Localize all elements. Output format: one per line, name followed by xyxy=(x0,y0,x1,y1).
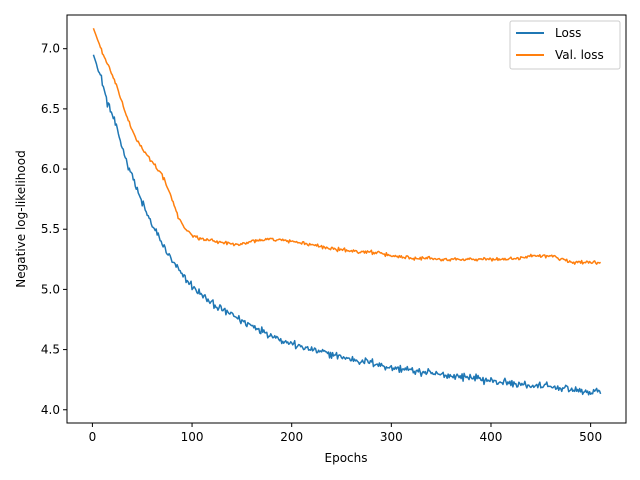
x-tick-label: 500 xyxy=(579,430,602,444)
legend-label-loss: Loss xyxy=(555,26,581,40)
x-axis: 0 100 200 300 400 500 xyxy=(89,423,602,444)
y-tick-label: 6.0 xyxy=(41,162,60,176)
x-tick-label: 200 xyxy=(280,430,303,444)
legend-label-val-loss: Val. loss xyxy=(555,48,604,62)
y-tick-label: 6.5 xyxy=(41,102,60,116)
legend: Loss Val. loss xyxy=(509,20,621,70)
y-tick-label: 4.0 xyxy=(41,403,60,417)
y-axis: 4.0 4.5 5.0 5.5 6.0 6.5 7.0 xyxy=(41,42,67,417)
y-axis-label: Negative log-likelihood xyxy=(14,150,28,287)
series-group xyxy=(92,27,602,396)
y-tick-label: 5.0 xyxy=(41,282,60,296)
x-tick-label: 400 xyxy=(480,430,503,444)
plot-frame xyxy=(66,14,627,424)
y-tick-label: 4.5 xyxy=(41,343,60,357)
series-line-val-loss xyxy=(92,27,602,265)
series-line-loss xyxy=(92,54,602,396)
x-tick-label: 0 xyxy=(89,430,97,444)
x-tick-label: 100 xyxy=(181,430,204,444)
y-tick-label: 7.0 xyxy=(41,42,60,56)
y-tick-label: 5.5 xyxy=(41,222,60,236)
x-axis-label: Epochs xyxy=(325,451,368,465)
x-tick-label: 300 xyxy=(380,430,403,444)
